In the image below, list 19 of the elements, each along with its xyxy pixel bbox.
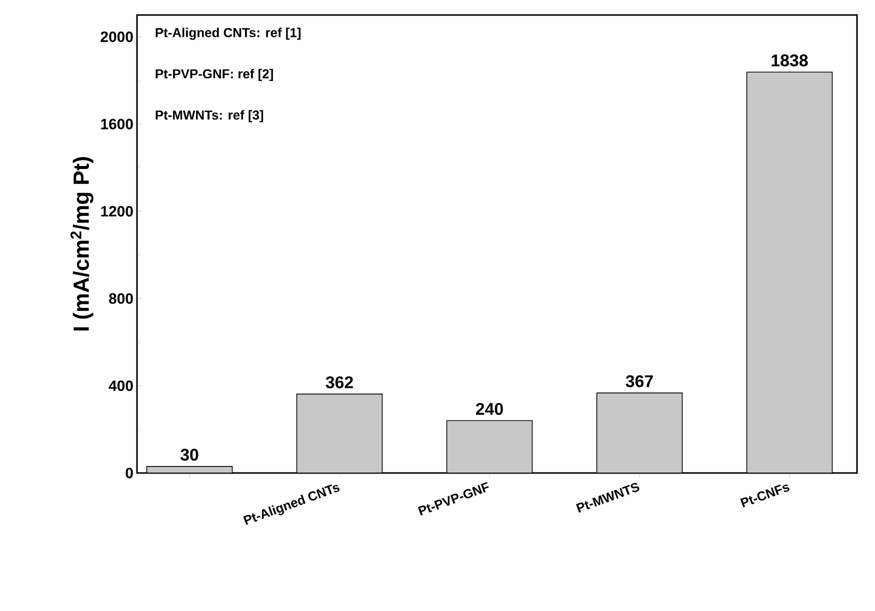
bar	[296, 394, 383, 473]
data-label: 240	[476, 402, 503, 415]
y-tick-label: 0	[126, 468, 133, 478]
y-tick-label: 1600	[101, 118, 133, 130]
data-label: 1838	[772, 54, 808, 66]
data-label: 362	[326, 376, 353, 388]
annotation: Pt-Aligned CNTs: ref [1]	[156, 28, 300, 40]
annotation: Pt-MWNTs: ref [3]	[156, 110, 264, 122]
bar	[746, 72, 833, 473]
annotation: Pt-PVP-GNF: ref [2]	[156, 68, 273, 81]
y-tick-label: 2000	[100, 32, 133, 42]
data-label: 367	[626, 375, 653, 388]
y-tick-label: 400	[108, 380, 133, 392]
data-label: 30	[180, 448, 198, 461]
y-axis-title: I (mA/cm$^{2}$/mg Pt)	[70, 157, 94, 330]
bar	[446, 420, 533, 473]
bar	[596, 392, 683, 473]
y-tick-label: 800	[109, 293, 133, 304]
y-tick-label: 1200	[101, 206, 133, 217]
